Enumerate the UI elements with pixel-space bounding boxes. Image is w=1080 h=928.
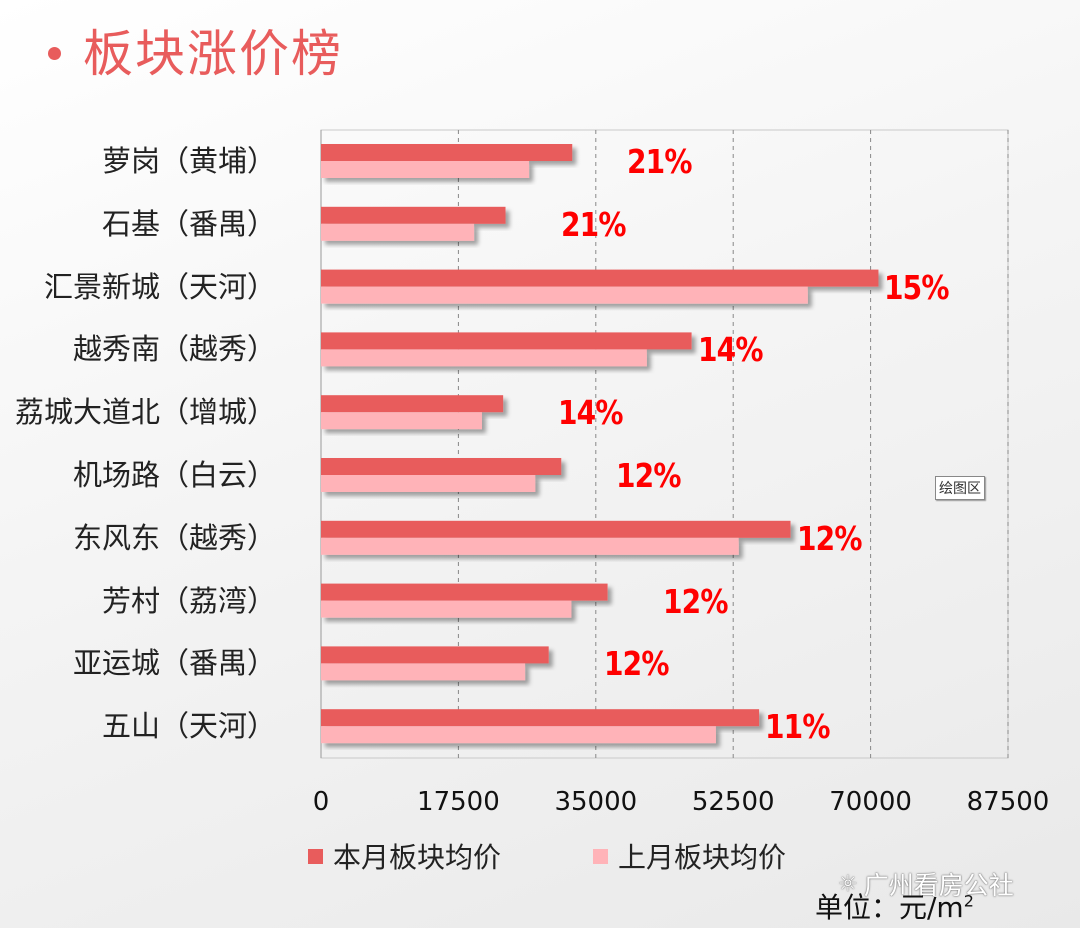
bar-previous [321, 663, 526, 681]
bar-previous [321, 600, 572, 618]
category-label: 荔城大道北（增城） [14, 395, 276, 430]
legend-label-previous: 上月板块均价 [618, 841, 787, 874]
bar-previous [321, 223, 475, 241]
x-tick-label: 35000 [554, 787, 638, 817]
bar-current [321, 144, 573, 161]
category-label: 芳村（荔湾） [101, 583, 276, 618]
x-tick-label: 87500 [966, 787, 1050, 817]
bar-current [321, 709, 760, 727]
bar-previous [321, 286, 808, 304]
x-tick-label: 70000 [829, 787, 912, 817]
x-tick-label: 52500 [691, 787, 775, 817]
bar-previous [321, 349, 647, 367]
title-row: 板块涨价榜 [48, 14, 343, 86]
bar-previous [321, 161, 530, 178]
watermark: ☼ 广州看房公社 [838, 866, 1014, 902]
legend-item-previous: 上月板块均价 [593, 836, 786, 876]
title-bullet [48, 46, 61, 60]
legend-swatch-previous [593, 848, 608, 864]
bar-current [321, 520, 791, 538]
bar-current [321, 395, 504, 413]
x-tick-label: 17500 [417, 787, 500, 817]
change-percent-label: 12% [796, 518, 862, 558]
bar-current [321, 269, 879, 287]
category-label: 五山（天河） [101, 709, 276, 744]
plot-area-tag[interactable]: 绘图区 [935, 476, 985, 500]
watermark-text: 广州看房公社 [863, 871, 1014, 900]
change-percent-label: 14% [558, 393, 623, 433]
category-label: 东风东（越秀） [72, 520, 276, 555]
unit-superscript: 2 [963, 891, 974, 911]
category-label: 机场路（白云） [72, 458, 276, 492]
x-tick-label: 0 [312, 787, 330, 817]
page-title: 板块涨价榜 [83, 25, 343, 83]
category-label: 越秀南（越秀） [72, 332, 276, 367]
bar-current [321, 332, 692, 350]
unit-label: 单位：元/m2 [815, 886, 974, 926]
bar-previous [321, 726, 716, 744]
change-percent-label: 15% [884, 267, 950, 307]
change-percent-label: 12% [603, 644, 669, 684]
bar-current [321, 206, 506, 224]
change-percent-label: 11% [765, 707, 830, 747]
bar-current [321, 583, 608, 601]
wechat-icon: ☼ [838, 871, 858, 897]
category-label: 亚运城（番禺） [72, 646, 276, 681]
category-label: 汇景新城（天河） [43, 269, 276, 304]
bar-current [321, 646, 549, 664]
change-percent-label: 14% [697, 330, 763, 370]
unit-text: 单位：元/m [815, 891, 964, 924]
legend-item-current: 本月板块均价 [308, 836, 501, 876]
bar-previous [321, 537, 739, 555]
legend-label-current: 本月板块均价 [333, 841, 502, 874]
bar-current [321, 458, 562, 475]
legend-swatch-current [308, 848, 323, 864]
change-percent-label: 12% [616, 456, 681, 495]
bar-previous [321, 475, 536, 492]
bar-previous [321, 412, 482, 430]
change-percent-label: 12% [662, 581, 728, 621]
change-percent-label: 21% [560, 204, 626, 244]
category-label: 石基（番禺） [101, 206, 276, 241]
change-percent-label: 21% [627, 142, 692, 181]
category-label: 萝岗（黄埔） [101, 144, 276, 178]
